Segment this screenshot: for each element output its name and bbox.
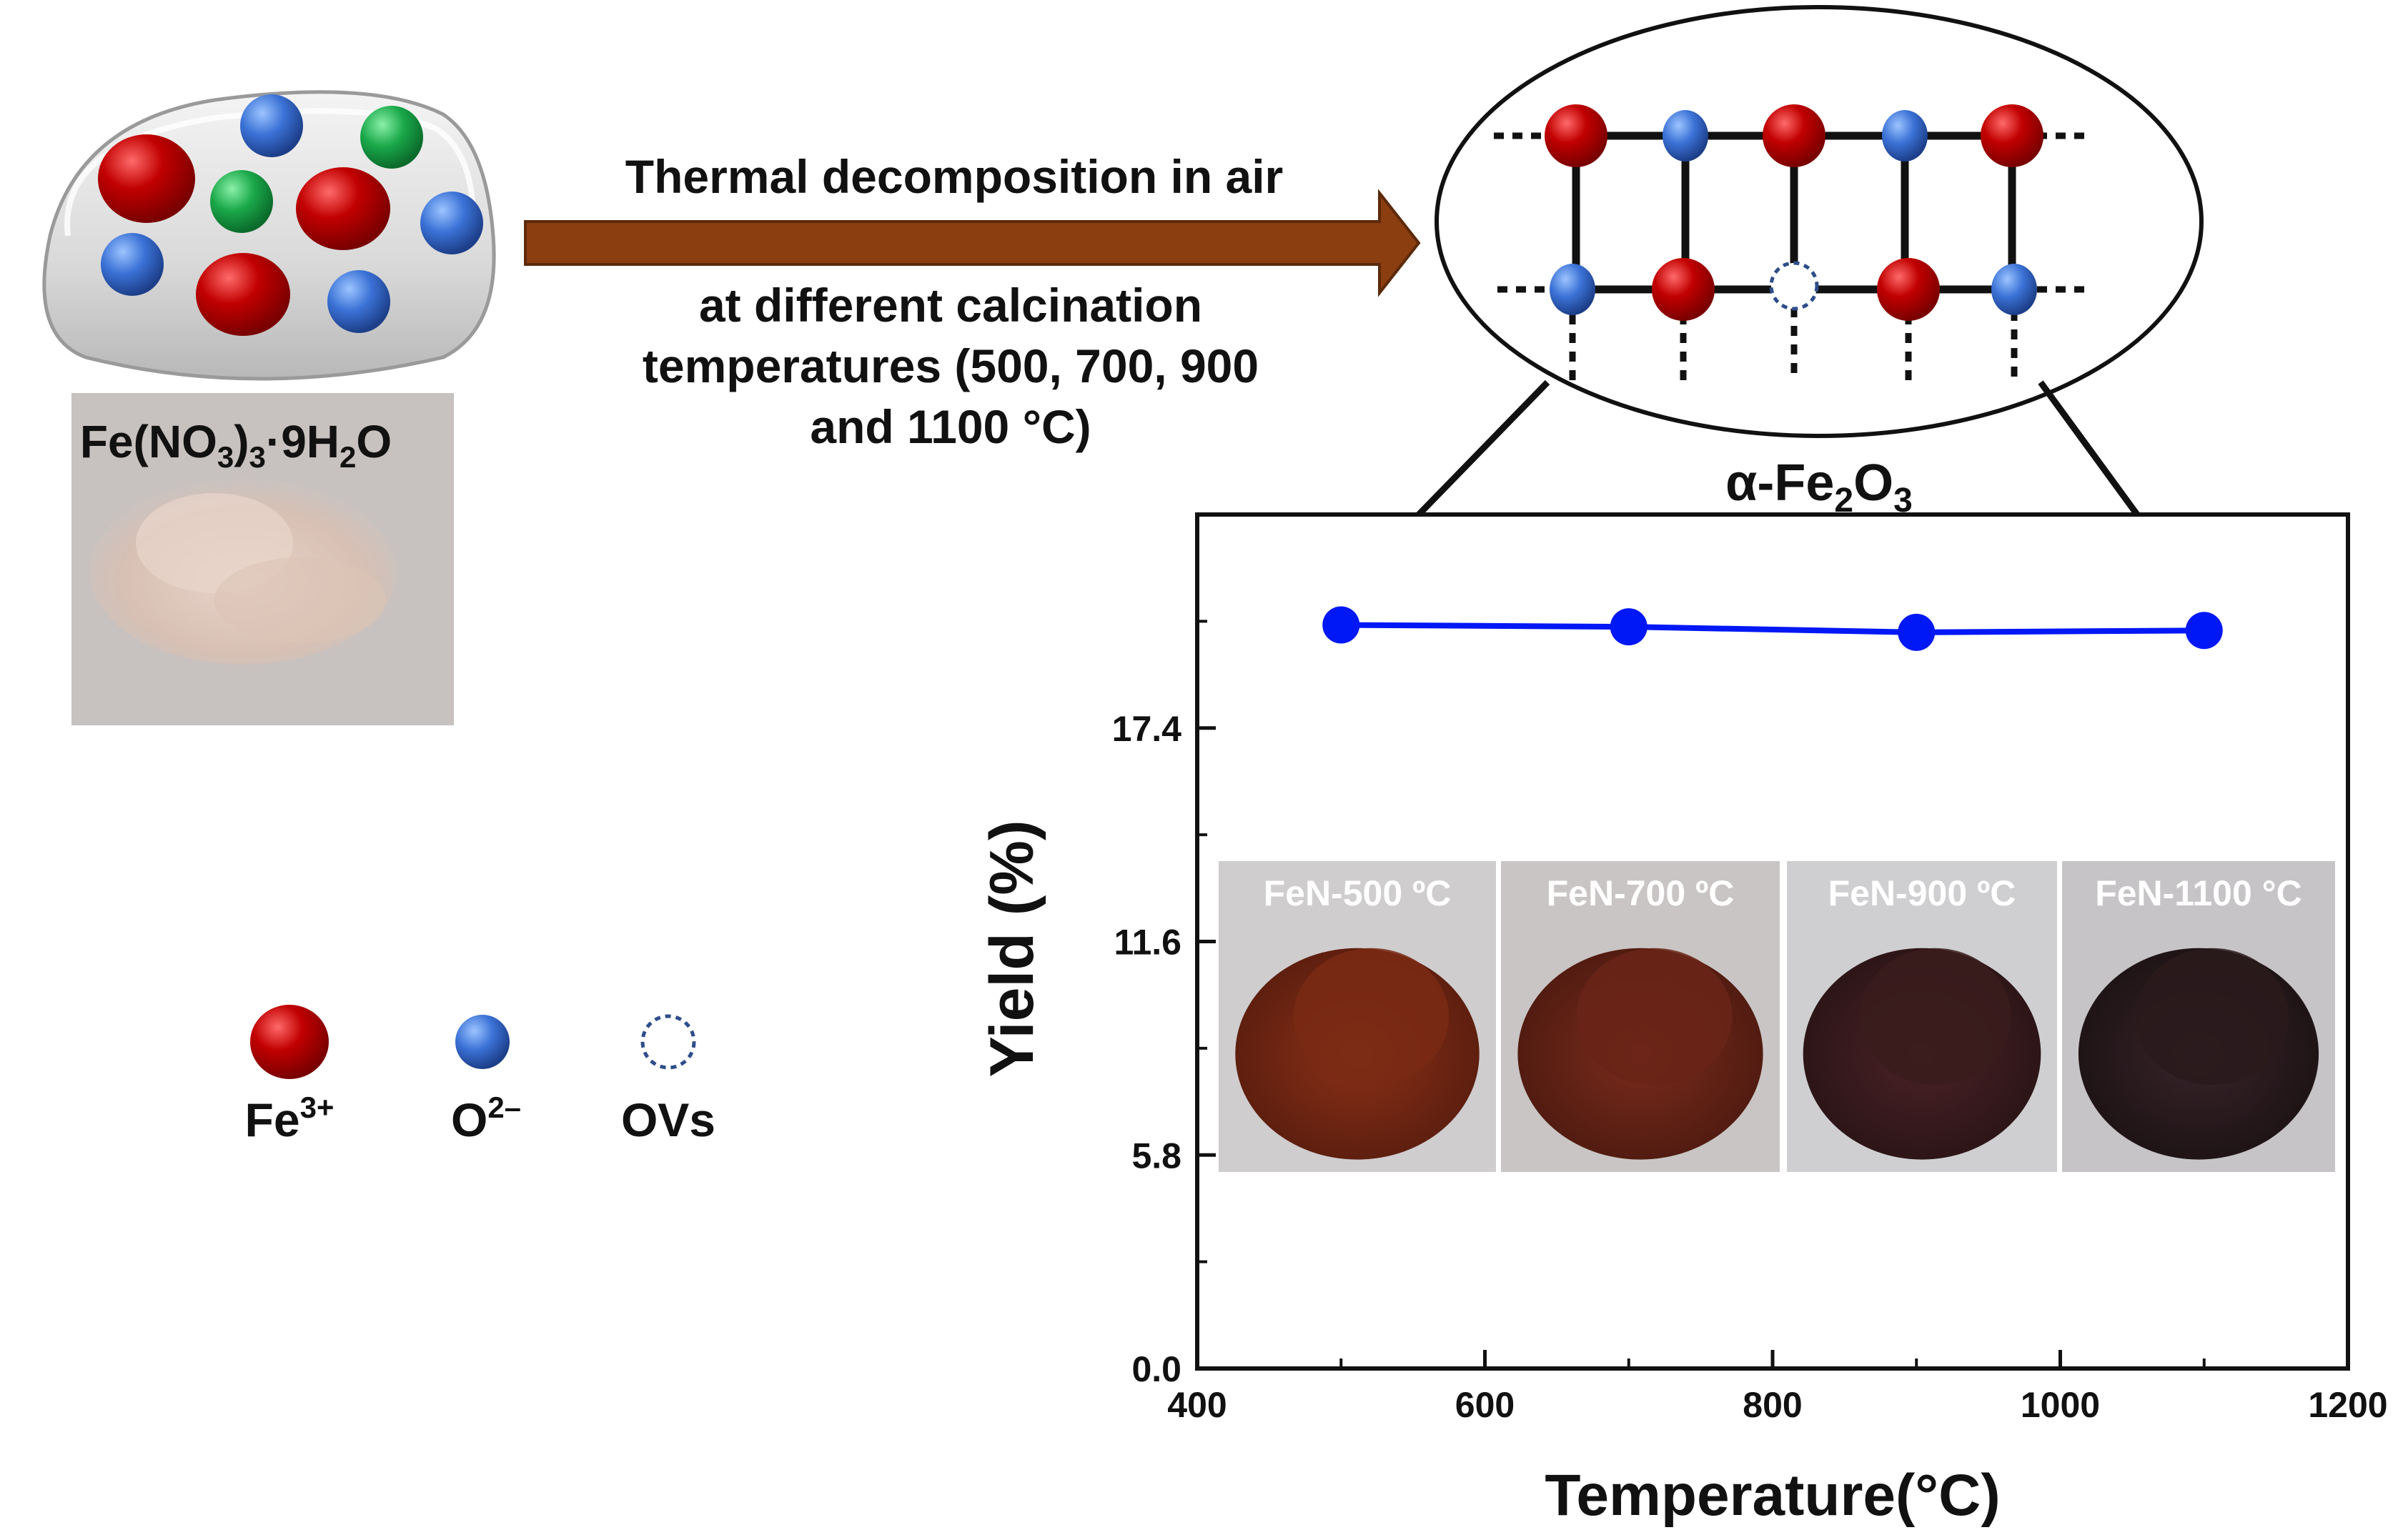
lattice-structure — [1435, 5, 2204, 438]
y-tick-label: 17.4 — [1112, 709, 1182, 749]
sample-photo: FeN-900 ºC — [1787, 861, 2057, 1172]
legend-fe-marker — [250, 1005, 329, 1079]
x-tick-label: 400 — [1167, 1385, 1227, 1425]
yield-chart: 0.0 5.8 11.6 17.4 400 600 800 1000 1200 FeN-500… — [978, 512, 2388, 1528]
o-ion-sphere — [101, 233, 164, 296]
fe-ion-sphere — [98, 134, 195, 223]
legend-ov-label: OVs — [621, 1093, 715, 1146]
o-ion-sphere — [420, 192, 483, 254]
x-tick-label: 600 — [1455, 1385, 1515, 1425]
sample-photo: FeN-500 ºC — [1219, 861, 1496, 1172]
data-point — [1898, 613, 1936, 651]
y-axis-label: Yield (%) — [978, 820, 1046, 1078]
legend-o-label: O2– — [451, 1091, 521, 1146]
yield-series-line — [1341, 622, 2204, 635]
nitrate-sphere — [360, 106, 423, 169]
o-ion-sphere — [240, 94, 303, 157]
process-line-4: and 1100 °C) — [810, 400, 1091, 453]
legend-o-marker — [455, 1015, 510, 1069]
sample-photos: FeN-500 ºC FeN-700 ºC FeN-900 ºC FeN-1100 °… — [1219, 861, 2335, 1172]
sample-label: FeN-1100 °C — [2095, 873, 2302, 913]
zoom-line-left — [1416, 379, 1550, 517]
fe-ion-sphere — [296, 167, 390, 250]
fe-ion-sphere — [196, 253, 290, 336]
product-formula: α-Fe2O3 — [1725, 454, 1913, 520]
sample-photo: FeN-700 ºC — [1501, 861, 1780, 1172]
data-point — [1322, 606, 1360, 644]
oxygen-vacancy — [1769, 261, 1819, 311]
sample-label: FeN-900 ºC — [1828, 873, 2016, 913]
process-line-3: temperatures (500, 700, 900 — [643, 339, 1259, 392]
x-tick-label: 800 — [1743, 1385, 1802, 1425]
x-axis-label: Temperature(°C) — [1545, 1463, 2000, 1528]
sample-label: FeN-700 ºC — [1547, 873, 1735, 913]
zoom-line-right — [2038, 380, 2140, 517]
legend: Fe3+ O2– OVs — [245, 1005, 715, 1146]
process-line-1: Thermal decomposition in air — [625, 150, 1284, 203]
legend-ov-marker — [640, 1014, 696, 1070]
precursor-dish — [42, 90, 496, 381]
x-tick-label: 1200 — [2308, 1385, 2387, 1425]
process-arrow — [524, 189, 1421, 297]
y-tick-label: 5.8 — [1131, 1136, 1181, 1176]
y-tick-label: 11.6 — [1114, 923, 1181, 963]
precursor-formula: Fe(NO3)3·9H2O — [80, 416, 392, 474]
process-line-2: at different calcination — [699, 279, 1202, 332]
x-tick-label: 1000 — [2021, 1385, 2100, 1425]
data-point — [1610, 608, 1648, 646]
precursor-photo — [71, 393, 454, 725]
o-ion-sphere — [327, 270, 390, 333]
legend-fe-label: Fe3+ — [245, 1091, 335, 1146]
data-point — [2185, 612, 2223, 650]
sample-photo: FeN-1100 °C — [2062, 861, 2335, 1172]
y-tick-label: 0.0 — [1131, 1349, 1181, 1389]
sample-label: FeN-500 ºC — [1264, 873, 1452, 913]
nitrate-sphere — [210, 170, 273, 233]
